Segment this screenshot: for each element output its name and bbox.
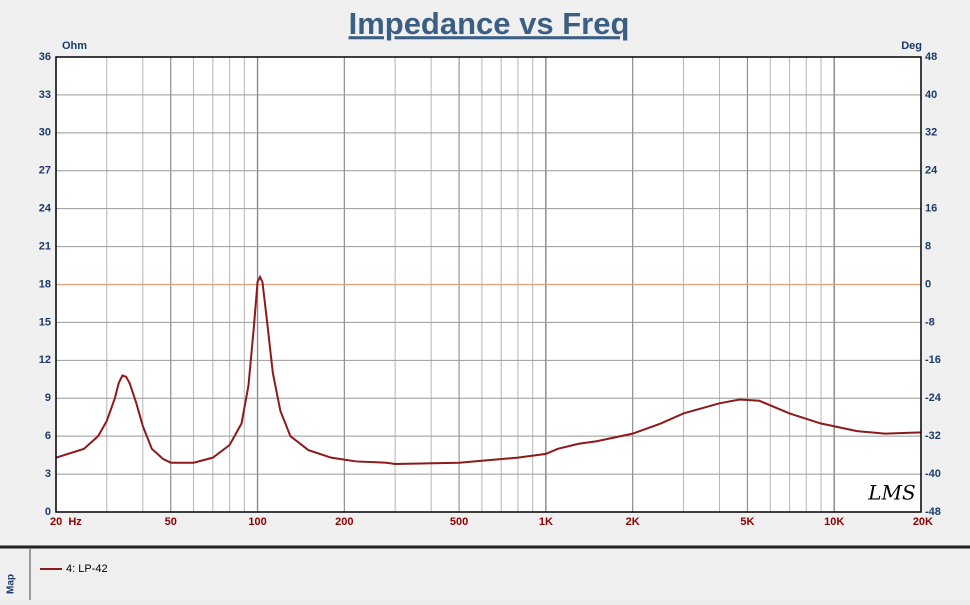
y2-tick-label: -24 xyxy=(925,392,942,404)
y2-tick-label: 32 xyxy=(925,127,937,139)
y2-tick-label: -40 xyxy=(925,468,941,480)
x-tick-label: 1K xyxy=(539,516,553,528)
x-tick-label: 50 xyxy=(165,516,177,528)
y2-tick-label: -32 xyxy=(925,430,941,442)
y2-tick-label: 0 xyxy=(925,278,931,290)
y-tick-label: 6 xyxy=(45,430,51,442)
y-tick-label: 24 xyxy=(39,203,52,215)
y-tick-label: 27 xyxy=(39,165,51,177)
y-tick-label: 9 xyxy=(45,392,51,404)
legend: 4: LP-42 xyxy=(40,563,108,575)
y2-axis-label: Deg xyxy=(901,40,922,52)
y-tick-label: 18 xyxy=(39,278,51,290)
x-tick-label: 20 Hz xyxy=(50,516,82,528)
y-tick-label: 15 xyxy=(39,316,51,328)
chart-title: Impedance vs Freq xyxy=(349,6,630,41)
y-tick-label: 33 xyxy=(39,89,51,101)
y2-tick-label: -16 xyxy=(925,354,941,366)
y-tick-label: 21 xyxy=(39,240,51,252)
y-tick-label: 30 xyxy=(39,127,51,139)
legend-panel xyxy=(0,547,970,600)
x-tick-label: 100 xyxy=(248,516,266,528)
marks xyxy=(55,274,922,465)
y2-tick-label: 48 xyxy=(925,51,937,63)
side-label: Map xyxy=(6,574,17,594)
y2-tick-label: 8 xyxy=(925,240,931,252)
x-tick-label: 20K xyxy=(913,516,933,528)
y2-tick-label: 16 xyxy=(925,203,937,215)
y-axis-label: Ohm xyxy=(62,40,87,52)
legend-label: 4: LP-42 xyxy=(66,563,108,575)
y-tick-label: 3 xyxy=(45,468,51,480)
x-tick-label: 500 xyxy=(450,516,468,528)
y-tick-label: 0 xyxy=(45,506,51,518)
plot-frame xyxy=(55,56,922,513)
impedance-line xyxy=(55,274,922,465)
x-tick-label: 5K xyxy=(740,516,754,528)
x-tick-label: 10K xyxy=(824,516,844,528)
y2-tick-label: -8 xyxy=(925,316,935,328)
watermark: LMS xyxy=(867,481,915,505)
y-tick-label: 36 xyxy=(39,51,51,63)
y2-tick-label: -48 xyxy=(925,506,941,518)
y-tick-label: 12 xyxy=(39,354,51,366)
x-tick-label: 200 xyxy=(335,516,353,528)
y2-tick-label: 40 xyxy=(925,89,937,101)
y2-tick-label: 24 xyxy=(925,165,938,177)
x-tick-label: 2K xyxy=(626,516,640,528)
